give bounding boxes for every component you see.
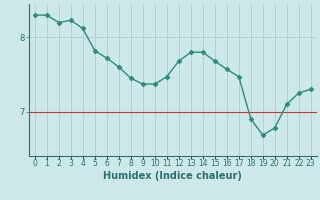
X-axis label: Humidex (Indice chaleur): Humidex (Indice chaleur) — [103, 171, 242, 181]
